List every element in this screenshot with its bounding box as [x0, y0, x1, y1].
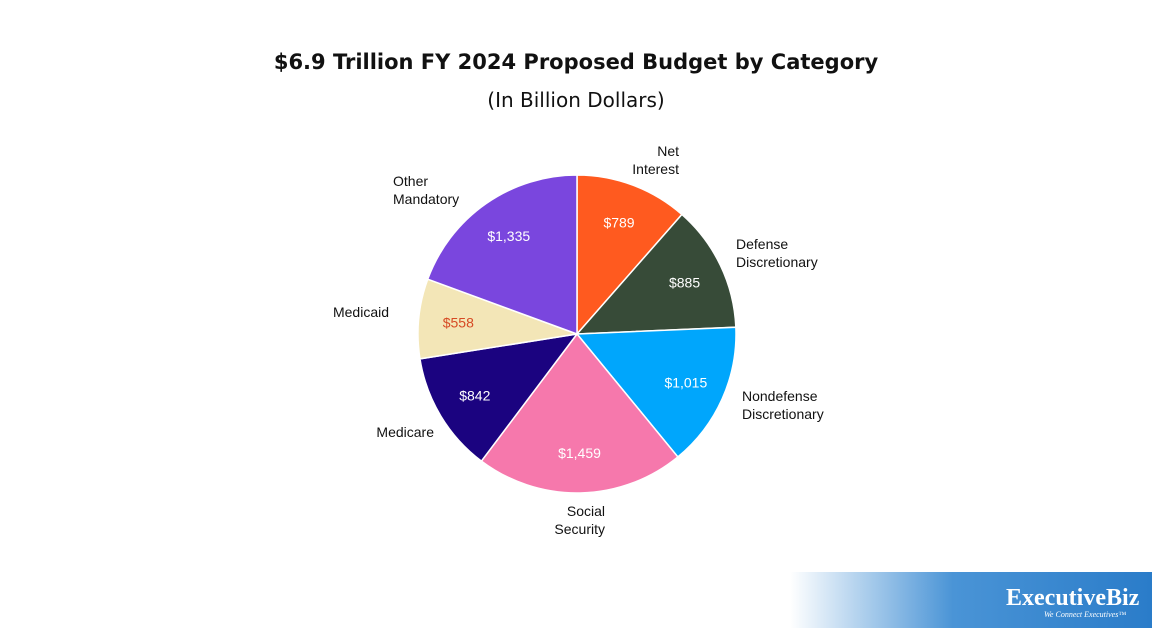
- value-label-medicaid: $558: [443, 314, 474, 330]
- pie-slice-net-interest: [576, 174, 683, 336]
- value-label-social-security: $1,459: [558, 445, 601, 461]
- pie-slice-other-mandatory: [426, 174, 578, 336]
- pie-slice-social-security: [480, 332, 679, 494]
- pie-slice-defense-discretionary: [575, 213, 737, 335]
- footer-gradient-band: [790, 572, 1152, 628]
- category-label-medicaid: Medicaid: [333, 304, 389, 320]
- logo-tagline: We Connect Executives™: [1044, 610, 1127, 619]
- value-label-medicare: $842: [459, 387, 490, 403]
- value-label-nondefense-discretionary: $1,015: [664, 375, 707, 391]
- category-label-nondefense-discretionary: Nondefense Discretionary: [742, 388, 824, 422]
- chart-subtitle: (In Billion Dollars): [487, 88, 665, 112]
- category-label-social-security: Social Security: [554, 503, 605, 537]
- category-label-other-mandatory: Other Mandatory: [393, 173, 459, 207]
- pie-slice-nondefense-discretionary: [575, 326, 737, 458]
- chart-title: $6.9 Trillion FY 2024 Proposed Budget by…: [273, 50, 879, 74]
- executivebiz-logo: ExecutiveBiz: [1006, 585, 1140, 611]
- pie-slice-medicare: [419, 332, 579, 463]
- category-label-defense-discretionary: Defense Discretionary: [736, 236, 818, 270]
- category-label-medicare: Medicare: [376, 424, 434, 440]
- category-label-net-interest: Net Interest: [632, 143, 679, 177]
- value-label-net-interest: $789: [603, 214, 634, 230]
- value-label-other-mandatory: $1,335: [487, 228, 530, 244]
- value-label-defense-discretionary: $885: [669, 274, 700, 290]
